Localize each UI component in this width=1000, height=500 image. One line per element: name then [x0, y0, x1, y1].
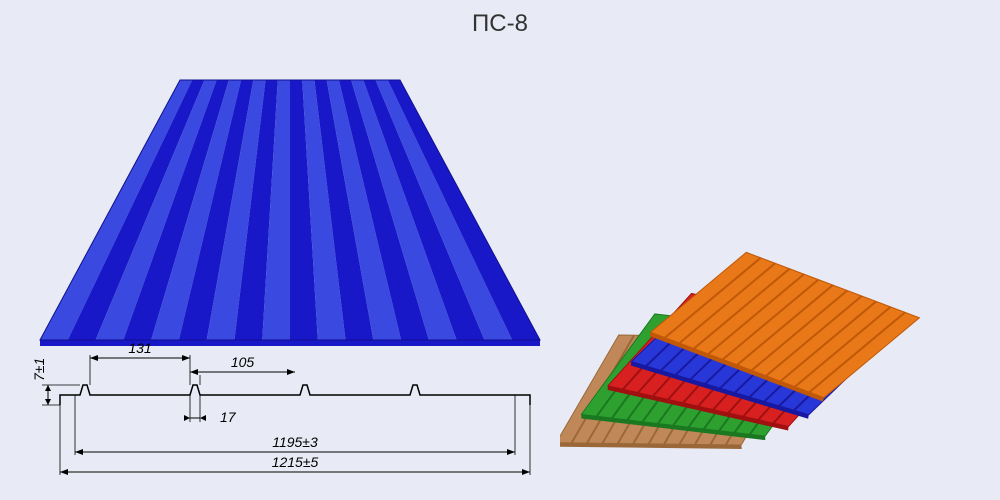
svg-text:7±1: 7±1 [31, 358, 47, 381]
svg-text:1195±3: 1195±3 [272, 434, 318, 450]
svg-text:17: 17 [220, 409, 237, 425]
svg-text:1215±5: 1215±5 [272, 454, 319, 470]
svg-text:131: 131 [128, 340, 151, 356]
svg-text:105: 105 [231, 354, 255, 370]
color-swatch-stack [560, 160, 990, 480]
product-title: ПС-8 [472, 10, 528, 38]
main-sheet-3d [30, 60, 550, 360]
profile-cross-section: 1195±3 1215±5 131 105 17 7±1 [30, 340, 550, 490]
